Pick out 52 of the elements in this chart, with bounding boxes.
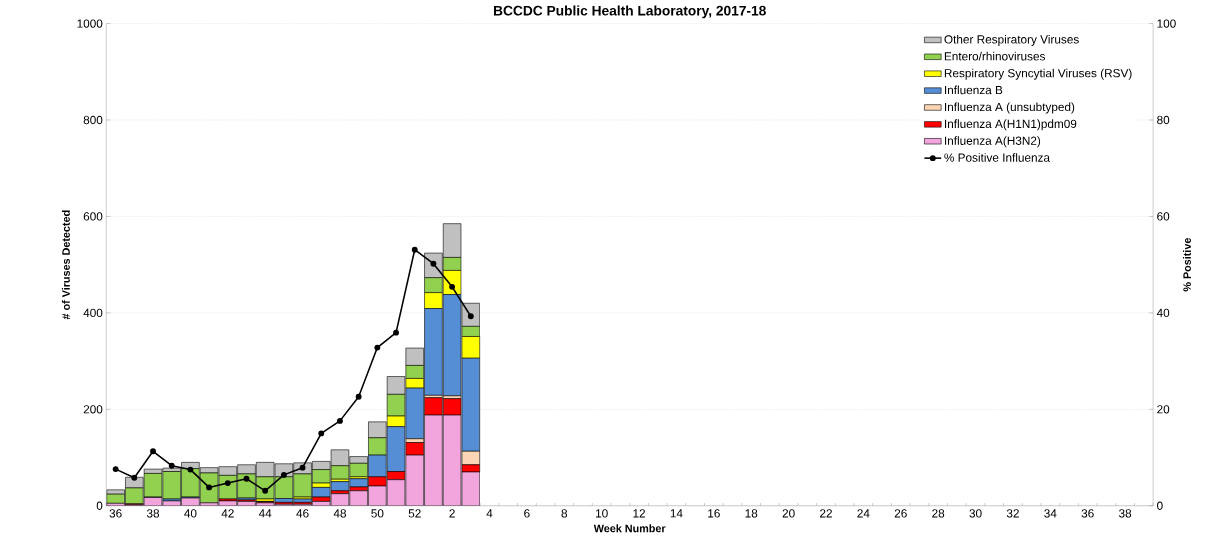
x-tick-label: 44 (258, 509, 272, 518)
y2-tick-label: 60 (1157, 212, 1170, 221)
x-tick-label: 26 (894, 509, 907, 518)
x-tick-label: 36 (109, 509, 122, 518)
x-tick-label: 12 (633, 509, 646, 518)
x-tick-label: 38 (146, 509, 160, 518)
x-tick-label: 52 (408, 509, 421, 518)
legend-label: Influenza A(H3N2) (945, 136, 1041, 148)
x-tick-label: 4 (486, 509, 493, 518)
y2-tick-label: 40 (1156, 308, 1170, 318)
x-tick-label: 48 (333, 509, 346, 518)
x-tick-label: 28 (932, 509, 945, 518)
y2-tick-label: 20 (1157, 405, 1170, 414)
legend-label: Influenza B (945, 85, 1003, 95)
x-tick-label: 30 (969, 509, 982, 518)
x-tick-label: 38 (1118, 509, 1132, 518)
x-tick-label: 8 (561, 509, 568, 518)
chart-title: BCCDC Public Health Laboratory, 2017-18 (494, 5, 766, 19)
legend-label: % Positive Influenza (944, 153, 1051, 162)
x-tick-label: 36 (1081, 509, 1094, 518)
y2-axis-title: % Positive (1183, 238, 1191, 292)
x-tick-label: 14 (670, 509, 683, 518)
x-axis-title: Week Number (593, 524, 666, 533)
x-tick-label: 40 (184, 509, 197, 518)
x-tick-label: 50 (371, 509, 384, 518)
x-tick-label: 10 (596, 509, 608, 518)
y-axis-title: # of Viruses Detected (61, 210, 70, 320)
y-tick-label: 600 (83, 212, 103, 221)
y2-tick-label: 80 (1157, 115, 1170, 125)
legend-label: Influenza A(H1N1)pdm09 (945, 119, 1077, 131)
x-tick-label: 2 (449, 509, 455, 518)
x-tick-label: 24 (857, 509, 870, 518)
y-tick-label: 400 (83, 308, 103, 318)
x-tick-label: 18 (745, 509, 758, 518)
y-tick-label: 0 (96, 501, 103, 510)
legend-label: Respiratory Syncytial Viruses (RSV) (944, 68, 1132, 80)
y-tick-label: 800 (83, 115, 103, 125)
legend-label: Influenza A (unsubtyped) (945, 102, 1075, 114)
x-tick-label: 42 (221, 509, 234, 518)
y2-tick-label: 100 (1157, 19, 1176, 28)
x-tick-label: 22 (820, 509, 832, 518)
x-tick-label: 32 (1006, 509, 1019, 518)
y-tick-label: 1000 (77, 19, 103, 28)
x-tick-label: 20 (782, 509, 795, 518)
x-tick-label: 6 (524, 509, 530, 518)
x-tick-label: 46 (296, 509, 309, 518)
legend-label: Entero/rhinoviruses (944, 51, 1046, 61)
y2-tick-label: 0 (1157, 501, 1163, 510)
x-tick-label: 34 (1044, 509, 1057, 518)
y-tick-label: 200 (83, 405, 103, 414)
legend-label: Other Respiratory Viruses (944, 35, 1079, 46)
x-tick-label: 16 (708, 509, 720, 518)
